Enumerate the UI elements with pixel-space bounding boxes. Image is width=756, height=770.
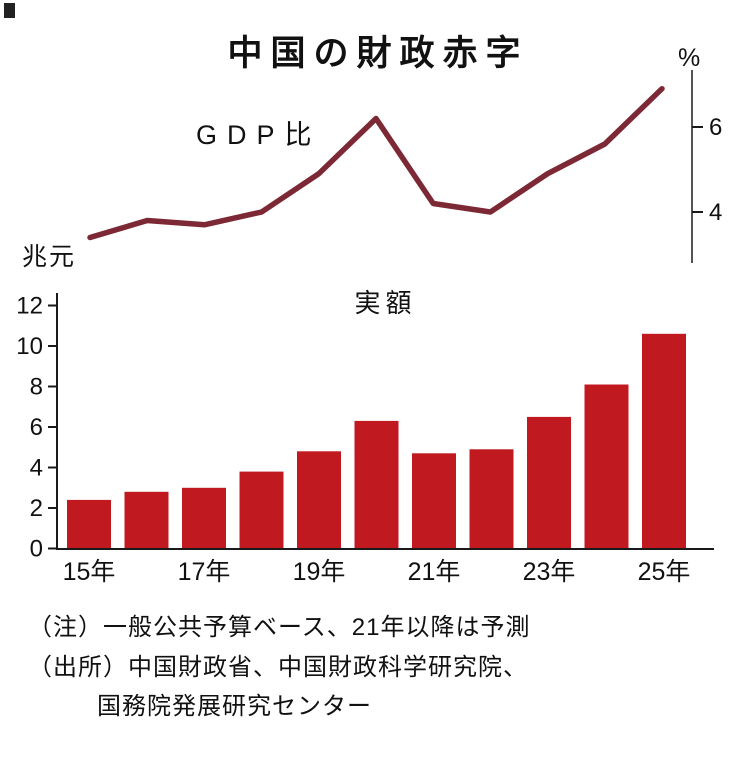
- bar-chart-ytick-label: 8: [30, 374, 43, 401]
- bar-chart-ytick-label: 0: [30, 536, 43, 563]
- deficit-bar: [527, 416, 571, 549]
- gdp-ratio-line-chart: 46: [87, 70, 722, 263]
- gdp-ratio-line: [87, 85, 665, 241]
- note-source-line2: 国務院発展研究センター: [97, 693, 372, 720]
- bar-chart-ytick-label: 12: [16, 293, 43, 320]
- bar-series-label: 実額: [354, 288, 417, 318]
- line-chart-ytick-label: 4: [709, 199, 722, 226]
- bar-chart-ytick-label: 10: [16, 333, 43, 360]
- deficit-bar: [584, 384, 629, 549]
- bar-chart-ytick-label: 6: [30, 414, 43, 441]
- line-series-label: GDP比: [196, 120, 322, 150]
- corner-artifact: [4, 3, 15, 18]
- deficit-bar: [469, 449, 514, 549]
- deficit-bar: [67, 499, 111, 549]
- chart-title: 中国の財政赤字: [227, 34, 529, 73]
- deficit-bar: [642, 333, 686, 549]
- deficit-bar: [182, 487, 226, 550]
- deficit-bar-chart: 0 2 4 6 8 10 12 15年 17年 19年 21年 23年 25年: [16, 293, 714, 586]
- bar-chart-xtick-label: 25年: [638, 558, 691, 586]
- bar-chart-ytick-label: 2: [30, 495, 43, 522]
- bar-chart-xtick-label: 15年: [63, 558, 116, 586]
- bar-chart-unit-label: 兆元: [22, 243, 77, 271]
- bar-chart-xtick-label: 17年: [178, 558, 231, 586]
- deficit-bar: [239, 471, 284, 549]
- deficit-bar: [124, 491, 169, 549]
- note-source-line1: （出所）中国財政省、中国財政科学研究院、: [28, 654, 528, 681]
- deficit-bar: [297, 451, 341, 549]
- bar-chart-ytick-label: 4: [30, 455, 43, 482]
- deficit-bar: [412, 453, 456, 549]
- note-basis: （注）一般公共予算ベース、21年以降は予測: [28, 614, 531, 641]
- line-chart-unit-label: %: [678, 44, 701, 72]
- line-chart-ytick-label: 6: [709, 114, 722, 141]
- deficit-bar: [354, 420, 399, 549]
- bar-chart-xtick-label: 23年: [523, 558, 576, 586]
- bar-chart-xtick-label: 19年: [293, 558, 346, 586]
- bar-chart-xtick-label: 21年: [408, 558, 461, 586]
